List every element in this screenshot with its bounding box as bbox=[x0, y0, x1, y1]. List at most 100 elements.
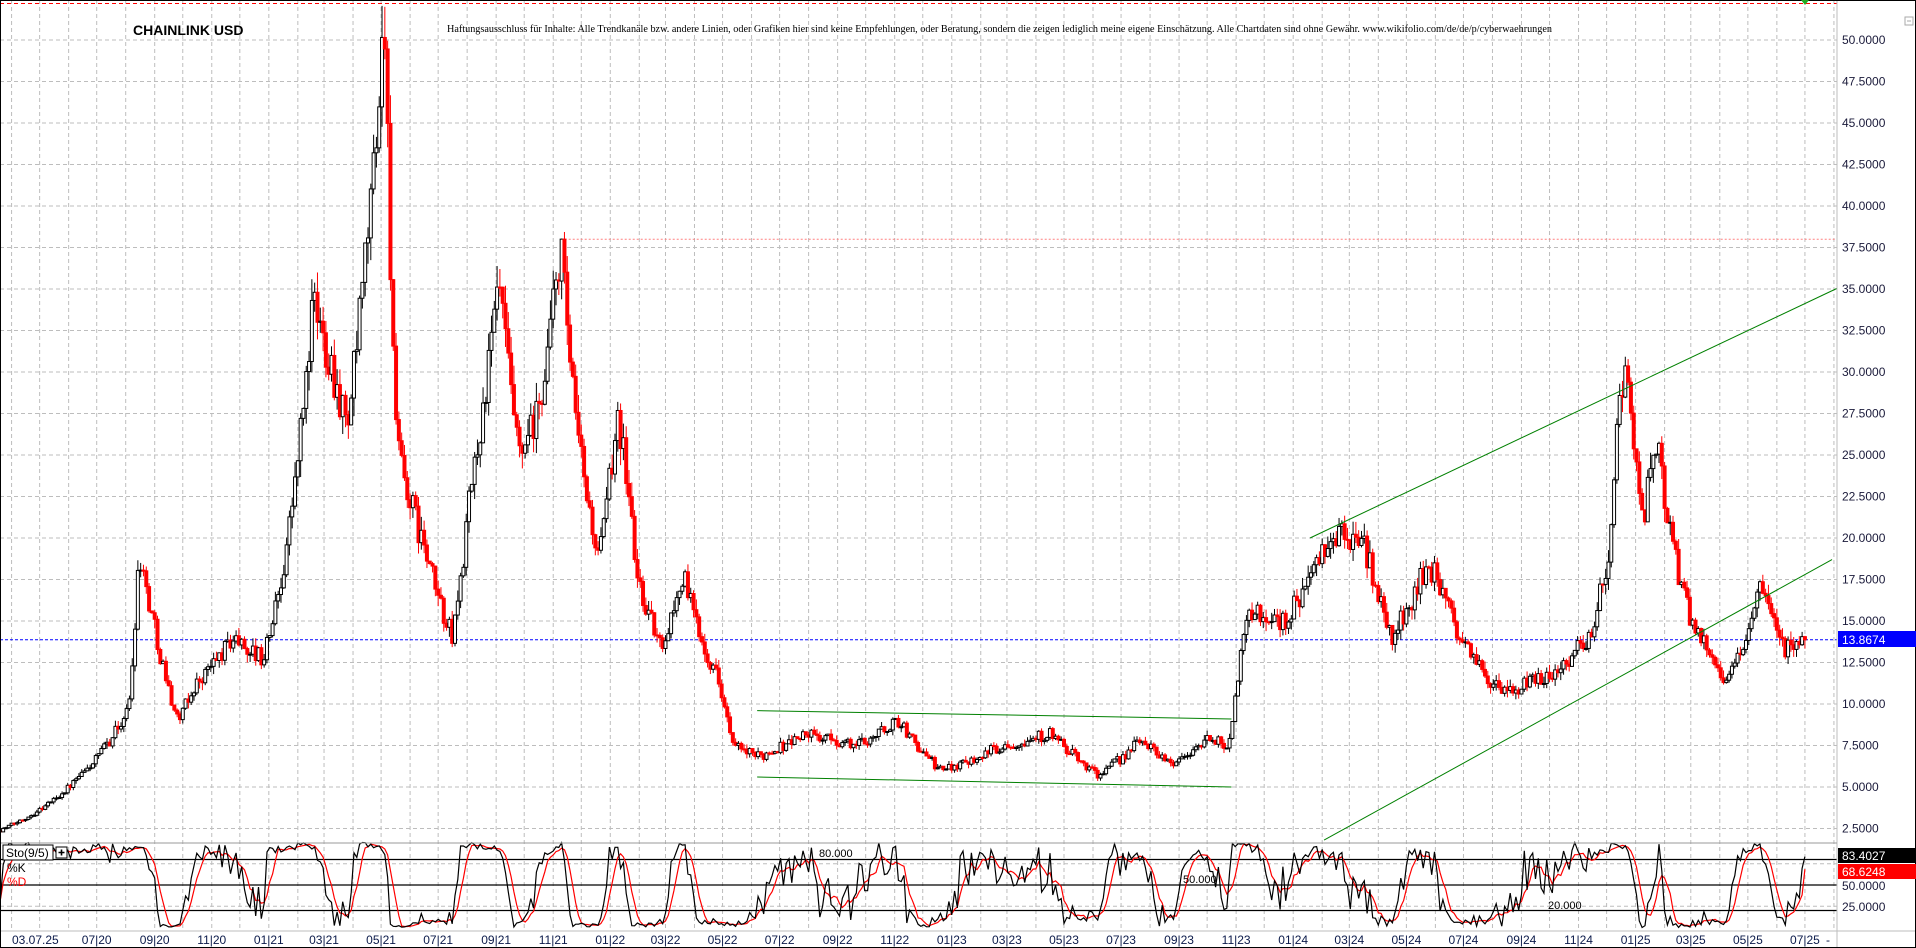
candle bbox=[270, 620, 275, 638]
candle-body bbox=[1306, 576, 1311, 587]
indicator-name-box[interactable] bbox=[2, 844, 54, 861]
candle-body bbox=[1098, 774, 1103, 779]
candle-body bbox=[1564, 660, 1569, 665]
candle-body bbox=[1497, 680, 1502, 688]
price-tick-label: 25.0000 bbox=[1842, 448, 1886, 462]
candle-body bbox=[1651, 454, 1656, 470]
candle-body bbox=[671, 610, 676, 614]
candle bbox=[1393, 629, 1398, 653]
candle bbox=[194, 672, 199, 696]
candle bbox=[147, 583, 152, 613]
candle bbox=[1763, 588, 1768, 603]
stoch-k-value: 83.4027 bbox=[1842, 849, 1886, 863]
date-tick-label: 09|21 bbox=[481, 933, 511, 947]
candle-body bbox=[1468, 643, 1473, 658]
candle-body bbox=[1143, 740, 1148, 746]
candle bbox=[382, 6, 387, 60]
candle-body bbox=[368, 188, 373, 239]
candle-body bbox=[191, 692, 196, 697]
candle-body bbox=[158, 648, 163, 665]
candle bbox=[941, 765, 946, 772]
candle bbox=[1104, 764, 1109, 776]
candle bbox=[1468, 642, 1473, 660]
candle-body bbox=[1294, 595, 1299, 602]
candle bbox=[1056, 734, 1061, 744]
candle-body bbox=[963, 759, 968, 763]
candle bbox=[478, 441, 483, 468]
price-tick-label: 15.0000 bbox=[1842, 614, 1886, 628]
candle-body bbox=[1207, 735, 1212, 741]
candle bbox=[801, 729, 806, 741]
candle-body bbox=[1586, 631, 1591, 649]
candle bbox=[472, 451, 477, 500]
date-label-end: - bbox=[1826, 933, 1830, 947]
candle bbox=[262, 654, 267, 668]
candle-body bbox=[1774, 617, 1779, 631]
candle-body bbox=[1687, 596, 1692, 626]
candle bbox=[702, 633, 707, 663]
date-tick-label: 03|24 bbox=[1334, 933, 1364, 947]
candle-body bbox=[525, 434, 530, 446]
candle-body bbox=[1727, 673, 1732, 681]
candle-body bbox=[1603, 577, 1608, 585]
candle-body bbox=[932, 756, 937, 770]
candle bbox=[1412, 581, 1417, 620]
candle-body bbox=[1598, 583, 1603, 612]
collapse-icon[interactable] bbox=[1904, 16, 1914, 26]
candle bbox=[394, 333, 399, 425]
candle bbox=[399, 432, 404, 458]
candle-body bbox=[166, 680, 171, 687]
candle-body bbox=[677, 590, 682, 599]
candle-body bbox=[725, 706, 730, 718]
candle-body bbox=[1766, 595, 1771, 605]
candle bbox=[152, 610, 157, 629]
candle bbox=[1446, 596, 1451, 608]
candle-body bbox=[1449, 600, 1454, 609]
candle bbox=[343, 390, 348, 428]
date-tick-label: 03|21 bbox=[309, 933, 339, 947]
candle bbox=[424, 539, 429, 569]
candle bbox=[641, 575, 646, 612]
candle bbox=[1084, 762, 1089, 773]
date-tick-label: 11|21 bbox=[539, 933, 568, 947]
candle-body bbox=[222, 640, 227, 661]
candle bbox=[1308, 565, 1313, 585]
candle bbox=[1275, 608, 1280, 627]
candle-body bbox=[1101, 773, 1106, 776]
candle-body bbox=[1519, 688, 1524, 695]
candle-body bbox=[1202, 739, 1207, 748]
candle-body bbox=[1193, 746, 1198, 751]
candle bbox=[264, 633, 269, 664]
candle bbox=[1634, 448, 1639, 472]
candle-body bbox=[1710, 654, 1715, 658]
candle-body bbox=[469, 483, 474, 492]
candle bbox=[90, 763, 95, 770]
candle-body bbox=[1106, 765, 1111, 769]
candle-body bbox=[43, 805, 48, 810]
candle bbox=[1351, 521, 1356, 562]
candle-body bbox=[1547, 671, 1552, 679]
candle bbox=[1193, 743, 1198, 753]
candle bbox=[1359, 530, 1364, 548]
candle bbox=[1238, 648, 1243, 685]
candle bbox=[349, 394, 354, 426]
candle bbox=[674, 591, 679, 618]
date-tick-label: 05|25 bbox=[1733, 933, 1763, 947]
candle bbox=[1177, 756, 1182, 765]
candle bbox=[43, 803, 48, 811]
date-tick-label: 01|25 bbox=[1621, 933, 1651, 947]
candle-body bbox=[674, 597, 679, 612]
candle-body bbox=[467, 490, 472, 523]
stochastic-panel bbox=[0, 840, 1837, 929]
candle bbox=[1772, 608, 1777, 628]
candle-body bbox=[1412, 586, 1417, 611]
legend-d: %D bbox=[7, 875, 27, 889]
candle-body bbox=[652, 612, 657, 636]
candle bbox=[405, 471, 410, 508]
candle bbox=[579, 424, 584, 458]
range-channel-lower bbox=[757, 776, 1232, 788]
candle bbox=[1151, 742, 1156, 752]
candle bbox=[1746, 622, 1751, 646]
candle-body bbox=[739, 742, 744, 750]
candle bbox=[158, 647, 163, 665]
